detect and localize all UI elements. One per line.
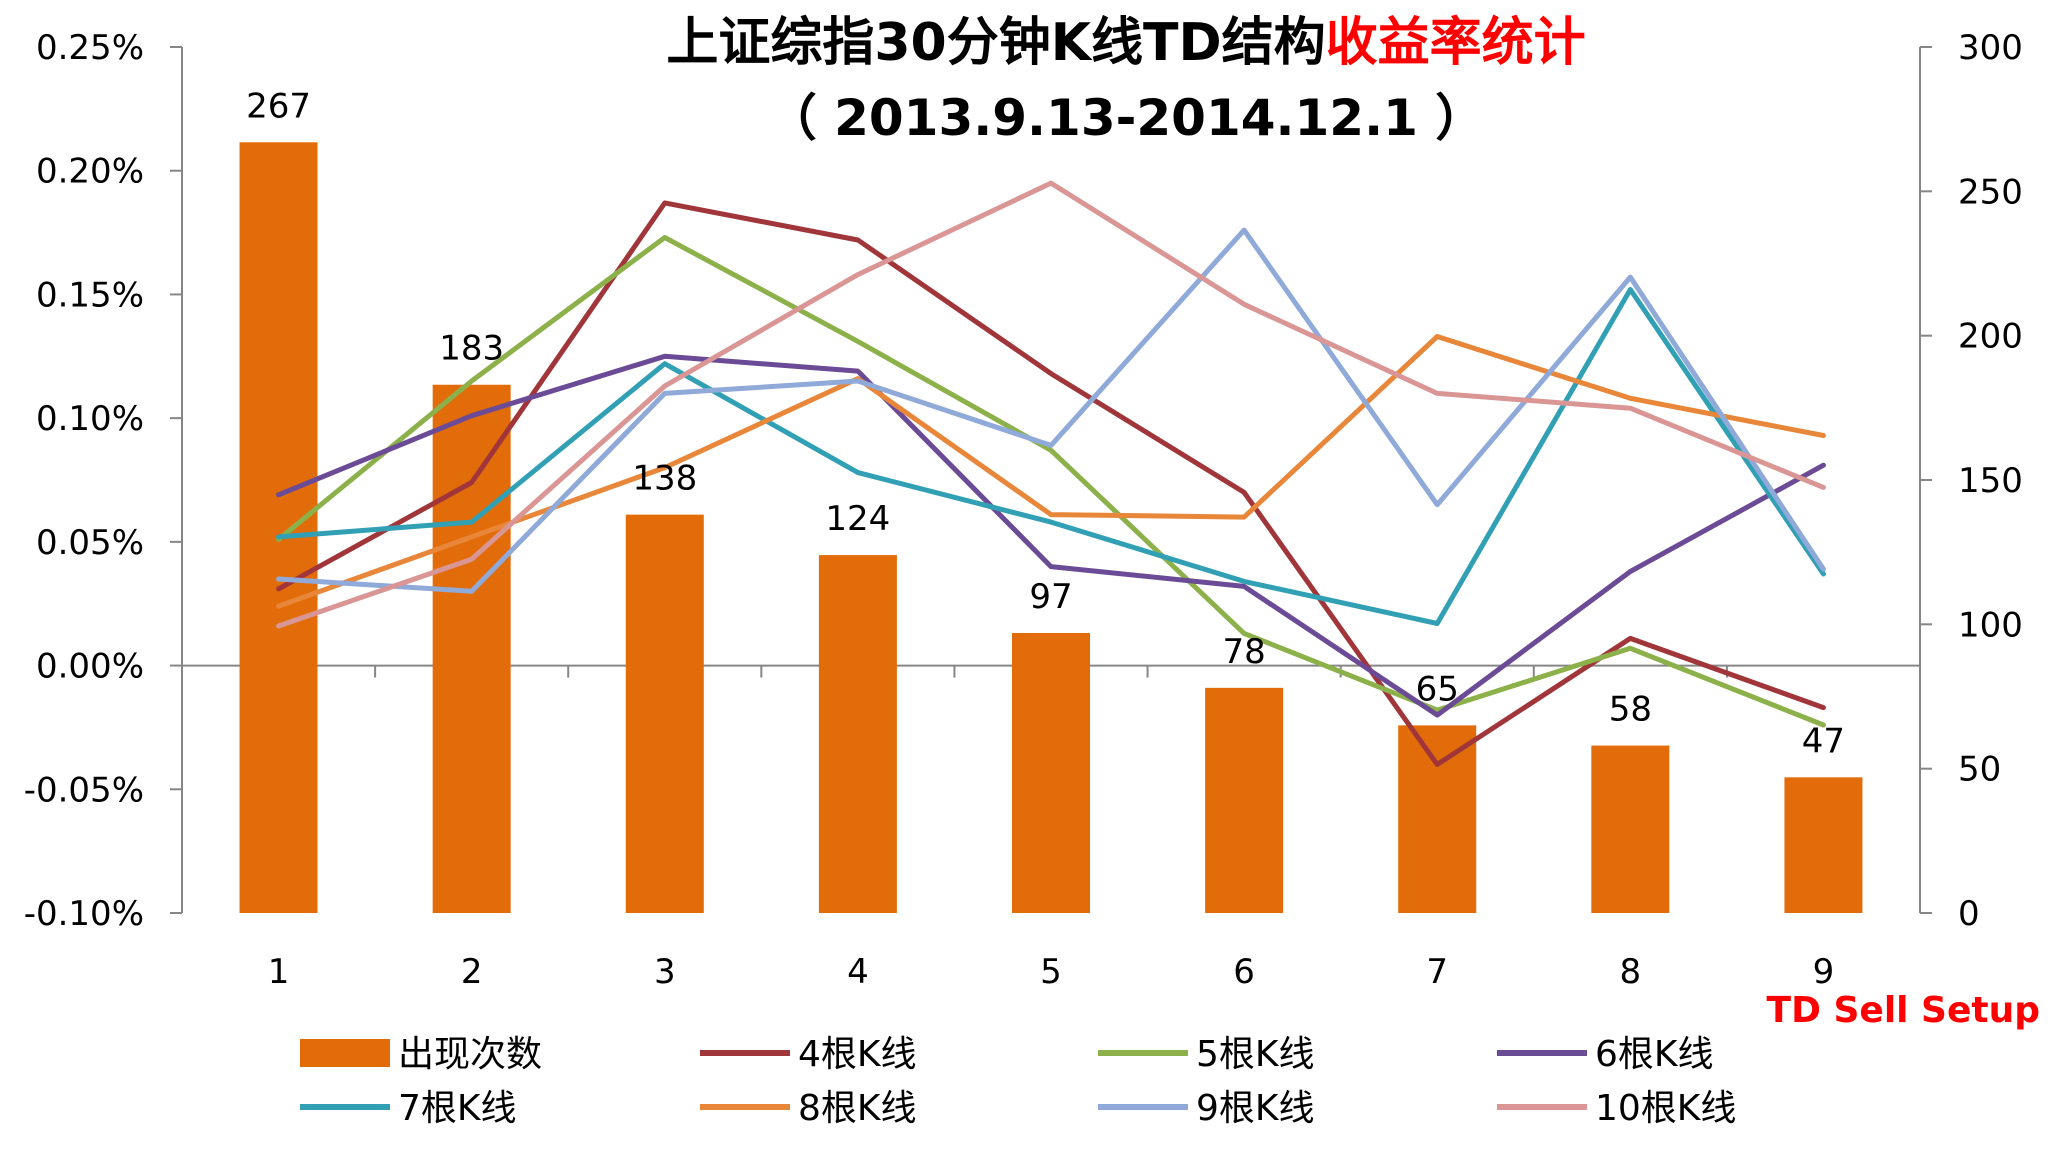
x-tick-label: 3 [654, 952, 676, 992]
bar-data-label: 58 [1609, 690, 1652, 730]
bar-data-label: 65 [1416, 669, 1459, 709]
bar [818, 555, 897, 913]
y-left-tick-label: -0.05% [24, 770, 144, 810]
chart-title: 上证综指30分钟K线TD结构收益率统计 [666, 13, 1585, 73]
y-left-tick-label: -0.10% [24, 894, 144, 934]
line-series [276, 180, 1826, 767]
x-tick-label: 2 [461, 952, 483, 992]
bar [1398, 725, 1477, 913]
y-left-tick-label: 0.05% [36, 523, 144, 563]
legend: 出现次数 4根K线 5根K线 6根K线 7根K线 8根K线 9根K线 10根K线 [300, 1034, 1736, 1129]
bar-data-label: 183 [439, 329, 504, 369]
bar-data-label: 138 [632, 459, 697, 499]
bar-series [239, 142, 1863, 913]
x-tick-label: 6 [1233, 952, 1255, 992]
series-line [276, 334, 1826, 609]
y-left-tick-label: 0.00% [36, 647, 144, 687]
bar-data-label: 78 [1222, 632, 1265, 672]
bar-data-label: 124 [825, 499, 890, 539]
legend-label: 6根K线 [1595, 1034, 1714, 1075]
bar-data-label: 97 [1029, 577, 1072, 617]
chart-title-main: 上证综指30分钟K线TD结构 [666, 13, 1325, 73]
y-left-tick-label: 0.10% [36, 399, 144, 439]
y-right-tick-label: 250 [1958, 172, 2023, 212]
series-line [276, 200, 1826, 767]
bar [1784, 777, 1863, 913]
x-tick-label: 7 [1426, 952, 1448, 992]
legend-label: 8根K线 [798, 1088, 917, 1129]
legend-label: 7根K线 [398, 1088, 517, 1129]
x-tick-label: 1 [268, 952, 290, 992]
bar [1205, 687, 1284, 913]
bar [239, 142, 318, 913]
x-tick-label: 4 [847, 952, 869, 992]
series-line [276, 227, 1826, 594]
chart-subtitle: （ 2013.9.13-2014.12.1 ） [767, 89, 1486, 147]
bar-data-labels: 267 183 138 124 97 78 65 58 47 [246, 86, 1845, 761]
x-axis-title: TD Sell Setup [1767, 990, 2040, 1031]
axes: 0.25% 0.20% 0.15% 0.10% 0.05% 0.00% -0.05% -0.1… [24, 28, 2023, 992]
y-right-tick-label: 200 [1958, 317, 2023, 357]
series-line [276, 353, 1826, 718]
legend-label: 5根K线 [1196, 1034, 1315, 1075]
y-left-tick-label: 0.20% [36, 152, 144, 192]
bar [1012, 632, 1090, 913]
y-right-tick-label: 300 [1958, 28, 2023, 68]
legend-label: 出现次数 [398, 1034, 542, 1075]
y-right-tick-label: 0 [1958, 894, 1980, 934]
legend-label: 9根K线 [1196, 1088, 1315, 1129]
y-right-tick-label: 150 [1958, 461, 2023, 501]
x-tick-label: 9 [1813, 952, 1835, 992]
legend-swatch [300, 1039, 390, 1067]
bar [1591, 745, 1670, 913]
legend-label: 10根K线 [1595, 1088, 1736, 1129]
series-line [276, 235, 1826, 728]
bar-data-label: 47 [1802, 721, 1845, 761]
y-right-tick-label: 100 [1958, 605, 2023, 645]
y-left-tick-label: 0.25% [36, 28, 144, 68]
x-tick-label: 5 [1040, 952, 1062, 992]
bar-data-label: 267 [246, 86, 311, 126]
bar [625, 514, 704, 913]
legend-label: 4根K线 [798, 1034, 917, 1075]
series-line [276, 180, 1826, 629]
chart-title-highlight: 收益率统计 [1326, 13, 1586, 73]
chart-title-group: 上证综指30分钟K线TD结构收益率统计 （ 2013.9.13-2014.12.… [666, 13, 1585, 147]
x-tick-label: 8 [1620, 952, 1642, 992]
y-left-tick-label: 0.15% [36, 275, 144, 315]
y-right-tick-label: 50 [1958, 750, 2001, 790]
bar [432, 384, 511, 913]
